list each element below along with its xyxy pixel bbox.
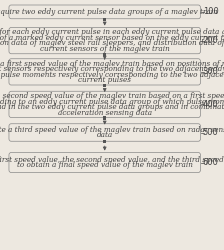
Text: Determine, for each eddy current pulse in each eddy current pulse data group, a: Determine, for each eddy current pulse i… xyxy=(0,28,224,36)
Text: current sensors of the maglev train: current sensors of the maglev train xyxy=(40,45,170,53)
Text: corresponding to an eddy current pulse data group of which pulse moment is: corresponding to an eddy current pulse d… xyxy=(0,98,224,106)
FancyBboxPatch shape xyxy=(103,140,106,143)
FancyBboxPatch shape xyxy=(103,52,106,56)
Text: 300: 300 xyxy=(203,67,219,76)
Text: Acquire two eddy current pulse data groups of a maglev train: Acquire two eddy current pulse data grou… xyxy=(0,8,218,16)
FancyBboxPatch shape xyxy=(9,59,200,85)
Text: 100: 100 xyxy=(203,7,218,16)
Text: 200: 200 xyxy=(203,36,218,45)
Text: pulses and pulse moments respectively corresponding to the two adjacent eddy: pulses and pulse moments respectively co… xyxy=(0,70,224,78)
Text: acceleration sensing data: acceleration sensing data xyxy=(58,108,152,116)
Text: to obtain a final speed value of the maglev train: to obtain a final speed value of the mag… xyxy=(17,161,193,169)
Text: current pulses: current pulses xyxy=(78,76,131,84)
Text: Calculate a second speed value of the maglev train based on a first speed value: Calculate a second speed value of the ma… xyxy=(0,92,224,100)
FancyBboxPatch shape xyxy=(103,18,106,21)
Text: Calculate a third speed value of the maglev train based on radar sensing: Calculate a third speed value of the mag… xyxy=(0,126,224,134)
Text: 500: 500 xyxy=(203,128,218,137)
FancyBboxPatch shape xyxy=(9,152,200,172)
FancyBboxPatch shape xyxy=(9,124,200,141)
Text: eddy current sensors respectively corresponding to the two adjacent eddy current: eddy current sensors respectively corres… xyxy=(0,65,224,73)
Text: Determine a first speed value of the maglev train based on positions of marked: Determine a first speed value of the mag… xyxy=(0,60,224,68)
Text: ranked ahead in the two eddy current pulse data groups and in combination with: ranked ahead in the two eddy current pul… xyxy=(0,103,224,111)
Text: 600: 600 xyxy=(203,158,219,167)
Text: Fuse the first speed value, the second speed value, and the third speed value: Fuse the first speed value, the second s… xyxy=(0,156,224,164)
FancyBboxPatch shape xyxy=(103,84,106,87)
Text: 400: 400 xyxy=(203,100,218,109)
FancyBboxPatch shape xyxy=(9,91,200,118)
FancyBboxPatch shape xyxy=(9,28,200,54)
Text: position of a marked eddy current sensor based on the eddy current pulse,: position of a marked eddy current sensor… xyxy=(0,34,224,42)
FancyBboxPatch shape xyxy=(9,5,200,19)
FancyBboxPatch shape xyxy=(103,116,106,119)
Text: distribution data of maglev steel rail sleepers, and distribution data of eddy: distribution data of maglev steel rail s… xyxy=(0,39,224,48)
Text: data: data xyxy=(97,131,113,139)
